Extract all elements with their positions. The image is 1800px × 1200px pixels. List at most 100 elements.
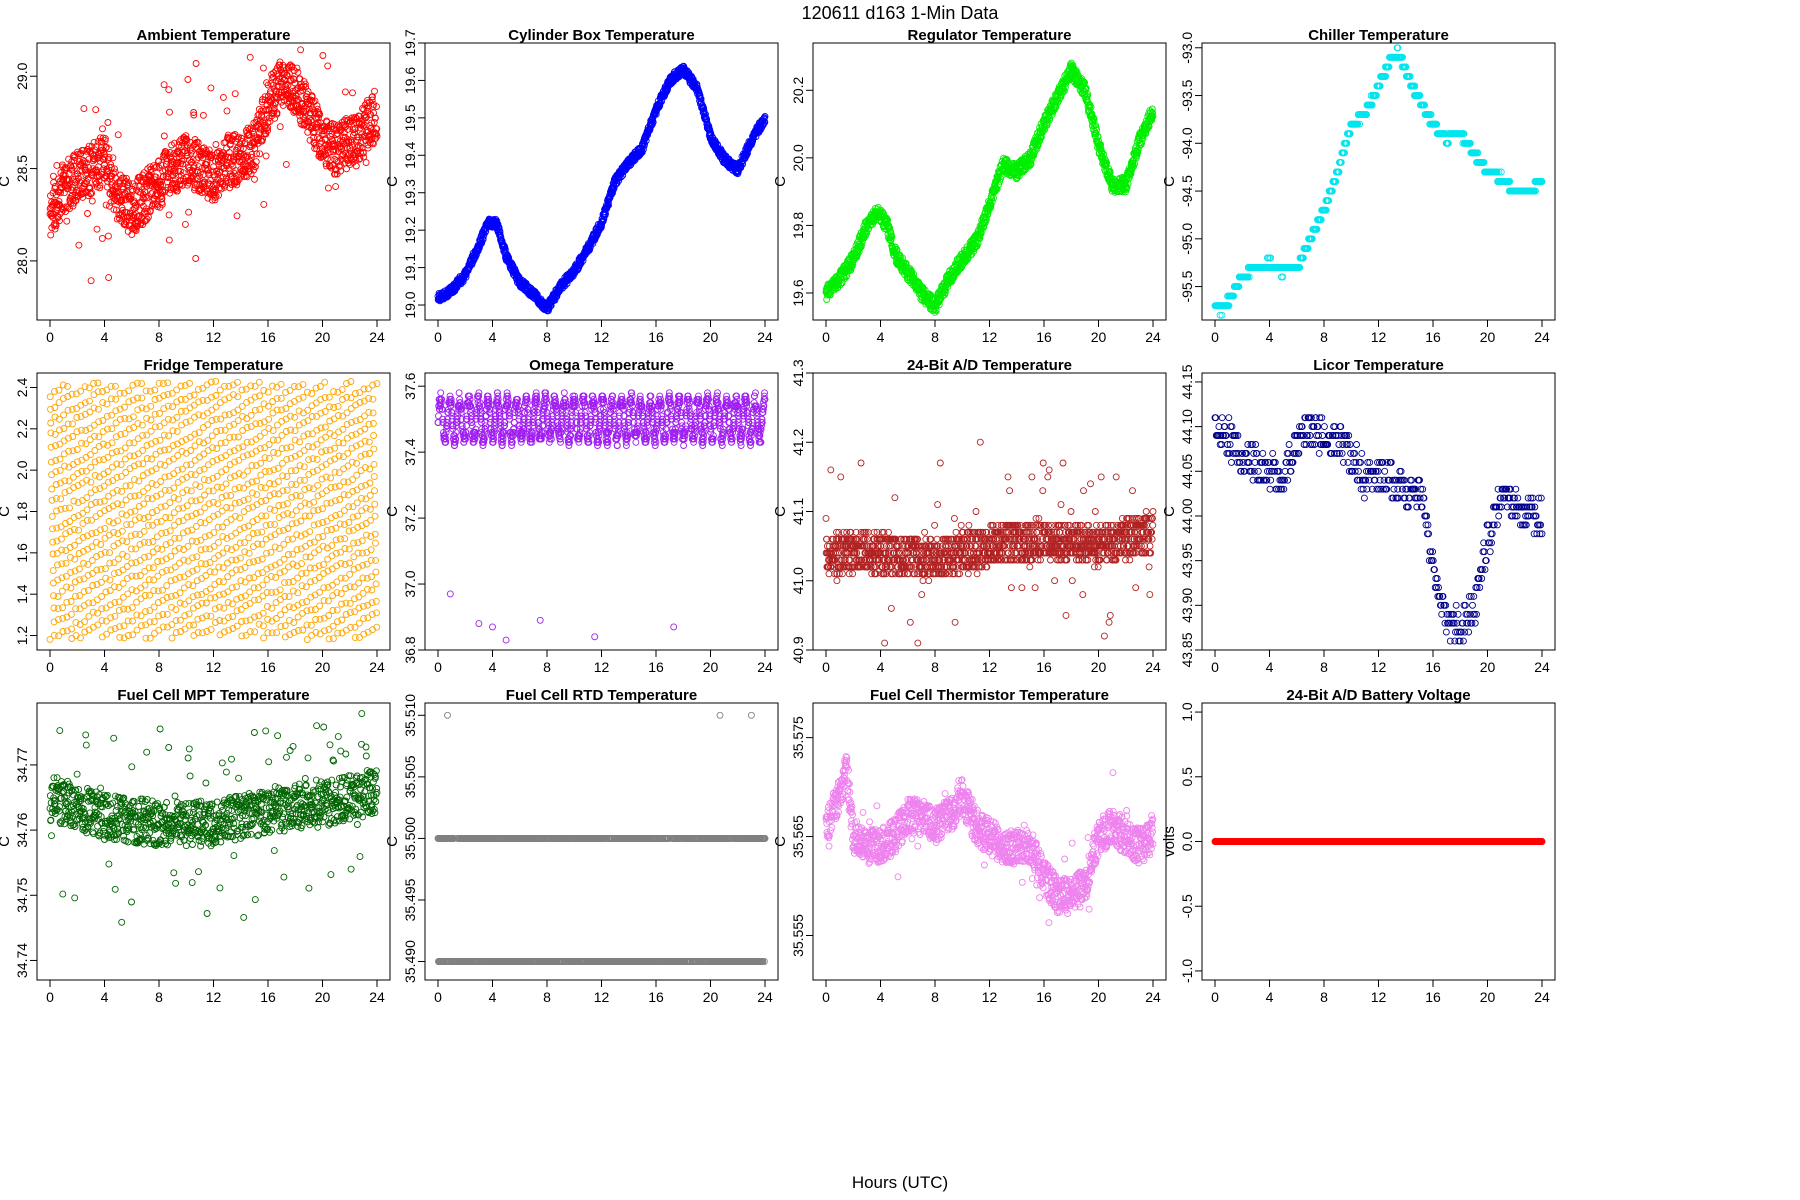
data-point: [165, 236, 173, 244]
data-point: [183, 136, 191, 144]
data-point: [285, 70, 293, 78]
data-point: [362, 159, 370, 167]
data-point: [368, 119, 375, 127]
data-point: [855, 248, 863, 255]
data-point: [311, 97, 319, 105]
data-point: [656, 101, 664, 109]
data-point: [132, 227, 140, 234]
data-point: [366, 139, 374, 147]
data-point: [105, 145, 113, 153]
data-point: [1335, 168, 1343, 176]
data-point: [993, 185, 1001, 193]
data-point: [85, 163, 93, 171]
data-point: [49, 214, 57, 222]
data-point: [1149, 109, 1156, 116]
data-point: [105, 154, 113, 161]
data-point: [1296, 264, 1304, 271]
data-point: [641, 140, 649, 148]
data-point: [114, 188, 122, 196]
data-point: [312, 141, 320, 149]
data-point: [83, 170, 91, 178]
data-point: [292, 92, 300, 100]
data-point: [282, 80, 290, 88]
data-point: [1385, 63, 1393, 71]
data-point: [1313, 225, 1321, 233]
data-point: [126, 193, 133, 201]
data-point: [312, 120, 320, 128]
data-point: [1376, 82, 1384, 90]
data-point: [252, 158, 260, 166]
data-point: [148, 182, 156, 189]
x-tick-label: 0: [46, 329, 54, 345]
data-point: [1474, 149, 1482, 157]
data-point: [131, 182, 139, 190]
data-point: [257, 125, 265, 133]
data-point: [200, 180, 208, 188]
data-point: [106, 202, 113, 210]
data-point: [191, 181, 199, 189]
data-point: [1317, 216, 1325, 224]
data-point: [639, 145, 647, 153]
data-point: [186, 146, 194, 154]
data-point: [231, 90, 239, 98]
data-point: [264, 124, 272, 132]
data-point: [343, 165, 350, 173]
data-point: [1060, 88, 1068, 96]
data-point: [950, 273, 958, 281]
data-point: [160, 132, 168, 140]
point-series: [46, 46, 381, 285]
x-tick-label: 8: [931, 329, 939, 345]
data-point: [159, 187, 167, 194]
data-point: [1299, 254, 1307, 262]
data-point: [324, 184, 332, 192]
data-point: [697, 95, 705, 103]
data-point: [703, 116, 711, 124]
x-tick-label: 16: [648, 329, 664, 345]
data-point: [1097, 145, 1104, 153]
x-tick-label: 16: [1036, 329, 1052, 345]
data-point: [944, 283, 952, 291]
data-point: [1267, 254, 1275, 262]
data-point: [55, 188, 63, 196]
data-point: [182, 135, 190, 143]
data-point: [107, 163, 115, 171]
data-point: [977, 229, 985, 237]
data-point: [373, 125, 381, 133]
data-point: [70, 156, 78, 164]
data-point: [691, 79, 699, 87]
data-point: [837, 281, 844, 289]
data-point: [1341, 149, 1349, 157]
data-point: [355, 155, 363, 163]
data-point: [64, 175, 72, 183]
data-point: [335, 163, 343, 170]
data-point: [62, 203, 70, 211]
data-point: [288, 63, 296, 71]
data-point: [303, 98, 311, 106]
data-point: [55, 197, 63, 205]
data-point: [237, 134, 245, 142]
data-point: [304, 88, 312, 95]
data-point: [638, 149, 646, 157]
data-point: [294, 95, 302, 103]
data-point: [260, 200, 268, 208]
x-tick-label: 24: [757, 329, 773, 345]
data-point: [352, 162, 360, 170]
data-point: [976, 234, 984, 242]
data-point: [689, 75, 697, 83]
y-tick-label: 19.2: [402, 216, 418, 243]
data-point: [47, 231, 55, 239]
data-point: [166, 108, 173, 116]
data-point: [1230, 292, 1238, 300]
data-point: [1277, 273, 1285, 281]
data-point: [1372, 92, 1380, 99]
data-point: [255, 105, 263, 113]
data-point: [212, 141, 220, 148]
data-point: [291, 79, 299, 87]
data-point: [143, 194, 151, 202]
data-point: [207, 84, 215, 92]
data-point: [1080, 78, 1088, 86]
y-tick-label: 28.0: [14, 247, 30, 274]
data-point: [932, 307, 940, 315]
data-point: [147, 168, 155, 176]
